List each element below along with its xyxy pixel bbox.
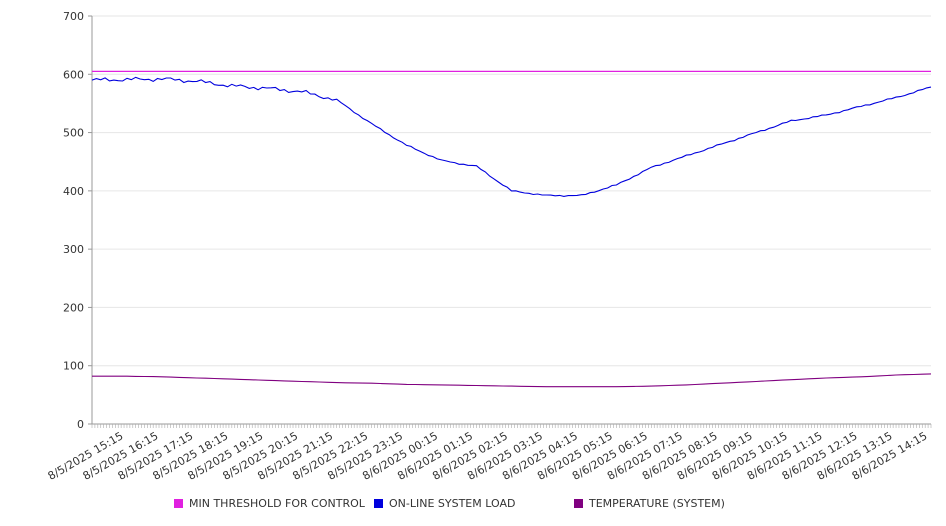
legend-swatch-temperature (574, 499, 583, 508)
legend-item-system-load: ON-LINE SYSTEM LOAD (374, 497, 515, 510)
y-tick-label-100: 100 (63, 360, 84, 373)
y-tick-label-400: 400 (63, 185, 84, 198)
series-line-1 (91, 76, 932, 197)
y-tick-label-500: 500 (63, 127, 84, 140)
legend-label-min-threshold: MIN THRESHOLD FOR CONTROL (189, 497, 365, 510)
y-tick-label-700: 700 (63, 10, 84, 23)
legend-item-min-threshold: MIN THRESHOLD FOR CONTROL (174, 497, 365, 510)
y-tick-label-0: 0 (77, 418, 84, 431)
legend-swatch-system-load (374, 499, 383, 508)
series-line-2 (92, 373, 932, 388)
legend: MIN THRESHOLD FOR CONTROL ON-LINE SYSTEM… (0, 497, 946, 515)
y-tick-label-300: 300 (63, 243, 84, 256)
legend-label-system-load: ON-LINE SYSTEM LOAD (389, 497, 516, 510)
legend-item-temperature: TEMPERATURE (SYSTEM) (574, 497, 725, 510)
y-tick-label-600: 600 (63, 68, 84, 81)
legend-label-temperature: TEMPERATURE (SYSTEM) (589, 497, 725, 510)
y-tick-label-200: 200 (63, 301, 84, 314)
legend-swatch-min-threshold (174, 499, 183, 508)
